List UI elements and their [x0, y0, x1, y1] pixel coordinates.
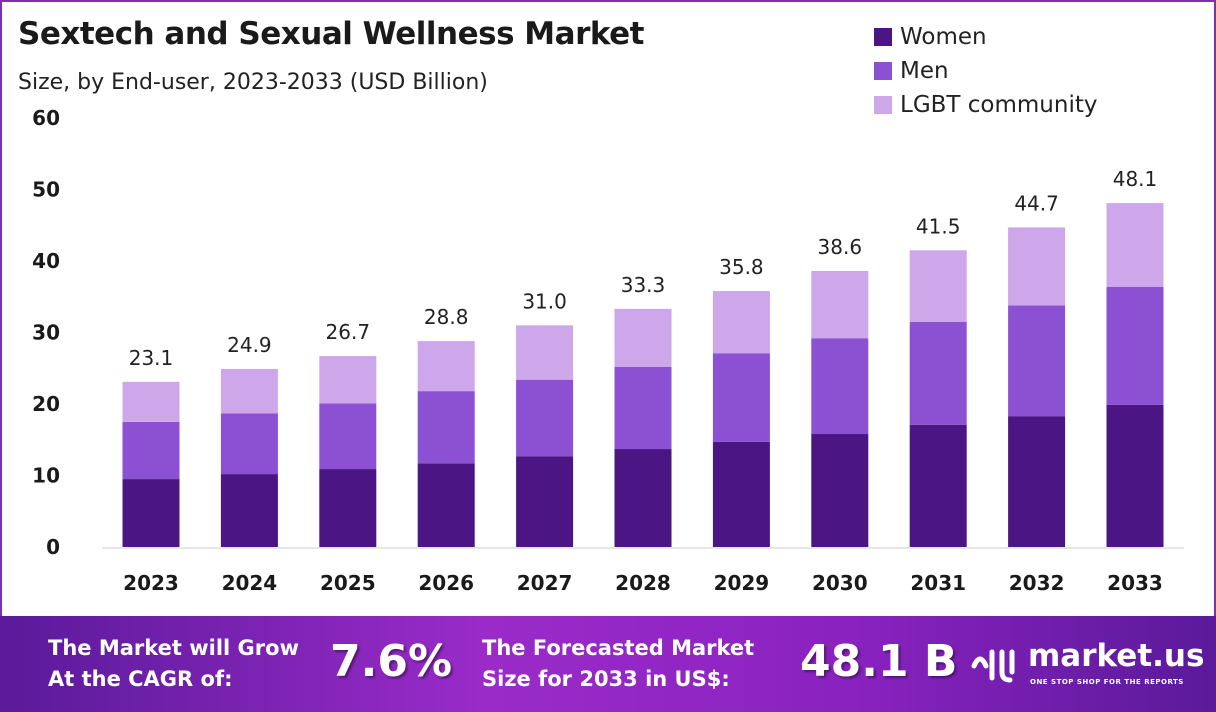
cagr-label: The Market will Grow At the CAGR of: — [48, 633, 299, 695]
bar-segment-men — [1106, 286, 1164, 405]
y-tick-label: 30 — [32, 321, 60, 345]
bar-segment-men — [122, 421, 180, 480]
legend-swatch — [874, 96, 892, 114]
bar-segment-women — [417, 463, 475, 547]
x-tick-label: 2033 — [1107, 571, 1163, 595]
data-label-total: 24.9 — [227, 333, 272, 357]
data-label-total: 41.5 — [916, 214, 961, 238]
bar-segment-men — [712, 353, 770, 442]
forecast-label-line: Size for 2033 in US$: — [482, 667, 730, 691]
legend-label: Men — [900, 58, 949, 84]
bar-segment-women — [909, 424, 967, 547]
legend-swatch — [874, 62, 892, 80]
bar-segment-lgbt-community — [516, 325, 574, 380]
x-tick-label: 2026 — [418, 571, 474, 595]
legend-item-women: Women — [874, 20, 1097, 54]
bar-segment-women — [122, 479, 180, 547]
data-label-total: 23.1 — [129, 346, 174, 370]
y-tick-label: 40 — [32, 249, 60, 273]
bar-segment-lgbt-community — [1106, 203, 1164, 287]
legend: Women Men LGBT community — [874, 20, 1097, 122]
y-tick-label: 0 — [46, 535, 60, 559]
y-tick-label: 20 — [32, 392, 60, 416]
bar-segment-women — [1106, 404, 1164, 547]
bar-segment-men — [909, 321, 967, 425]
bar-segment-women — [614, 449, 672, 547]
brand-tagline: ONE STOP SHOP FOR THE REPORTS — [1030, 678, 1184, 686]
x-tick-label: 2023 — [123, 571, 179, 595]
x-tick-label: 2031 — [910, 571, 966, 595]
bar-segment-men — [417, 391, 475, 464]
bar-segment-lgbt-community — [319, 356, 377, 404]
bar-segment-lgbt-community — [220, 368, 278, 414]
bar-segment-men — [1008, 305, 1066, 417]
bar-segment-men — [220, 413, 278, 475]
legend-label: Women — [900, 24, 987, 50]
bar-segment-women — [319, 469, 377, 547]
bar-segment-men — [319, 403, 377, 470]
forecast-label-line: The Forecasted Market — [482, 636, 755, 660]
bar-segment-lgbt-community — [1008, 227, 1066, 306]
bar-segment-lgbt-community — [417, 341, 475, 392]
bar-segment-women — [1008, 416, 1066, 547]
x-tick-label: 2028 — [615, 571, 671, 595]
bar-segment-men — [614, 366, 672, 450]
forecast-label: The Forecasted Market Size for 2033 in US… — [482, 633, 754, 695]
legend-swatch — [874, 28, 892, 46]
data-label-total: 28.8 — [424, 305, 469, 329]
chart-frame: Sextech and Sexual Wellness Market Size,… — [0, 0, 1216, 616]
bar-segment-women — [516, 456, 574, 547]
legend-label: LGBT community — [900, 92, 1098, 118]
y-tick-label: 10 — [32, 464, 60, 488]
cagr-label-line: The Market will Grow — [48, 636, 299, 660]
x-tick-label: 2032 — [1009, 571, 1065, 595]
bar-segment-lgbt-community — [712, 291, 770, 354]
legend-item-men: Men — [874, 54, 1097, 88]
data-label-total: 44.7 — [1014, 191, 1059, 215]
bar-segment-men — [516, 379, 574, 457]
y-tick-label: 60 — [32, 106, 60, 130]
bar-segment-men — [811, 338, 869, 435]
bar-segment-lgbt-community — [909, 250, 967, 322]
data-label-total: 33.3 — [621, 273, 666, 297]
brand-name: market.us — [1028, 638, 1205, 674]
chart-title: Sextech and Sexual Wellness Market — [18, 16, 645, 52]
data-label-total: 38.6 — [818, 235, 863, 259]
data-label-total: 31.0 — [522, 289, 567, 313]
bar-segment-women — [712, 441, 770, 547]
chart-plot: 010203040506023.1202324.9202426.7202528.… — [32, 106, 1184, 595]
data-label-total: 35.8 — [719, 255, 764, 279]
bar-segment-lgbt-community — [811, 271, 869, 339]
footer-banner: The Market will Grow At the CAGR of: 7.6%… — [0, 616, 1216, 712]
bar-segment-women — [811, 434, 869, 547]
x-tick-label: 2030 — [812, 571, 868, 595]
cagr-label-line: At the CAGR of: — [48, 667, 233, 691]
data-label-total: 26.7 — [326, 320, 371, 344]
bar-segment-women — [220, 474, 278, 547]
x-tick-label: 2025 — [320, 571, 376, 595]
x-tick-label: 2029 — [714, 571, 770, 595]
cagr-value: 7.6% — [330, 636, 453, 687]
data-label-total: 48.1 — [1113, 167, 1158, 191]
forecast-value: 48.1 B — [800, 636, 958, 687]
bar-segment-lgbt-community — [122, 381, 180, 422]
x-tick-label: 2027 — [517, 571, 573, 595]
market-us-logo-icon — [971, 649, 1015, 683]
legend-item-lgbt: LGBT community — [874, 88, 1097, 122]
y-tick-label: 50 — [32, 178, 60, 202]
bar-segment-lgbt-community — [614, 308, 672, 367]
x-tick-label: 2024 — [222, 571, 278, 595]
chart-subtitle: Size, by End-user, 2023-2033 (USD Billio… — [18, 70, 488, 95]
